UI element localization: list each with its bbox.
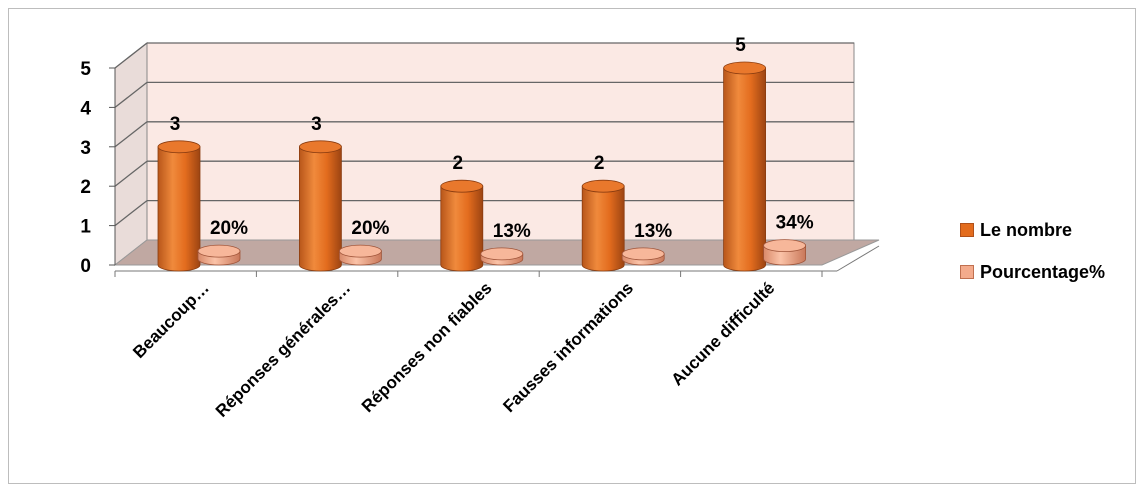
data-label-le-nombre: 3: [311, 114, 322, 135]
y-tick-label: 0: [80, 256, 91, 277]
bar-le-nombre: [440, 185, 484, 272]
bar-top-pourcentage: [480, 247, 524, 261]
bar-top-pourcentage: [197, 244, 241, 258]
data-label-pourcentage: 20%: [210, 218, 248, 239]
x-category-label: Beaucoup…: [129, 278, 213, 362]
x-category-label: Réponses non fiables: [358, 278, 496, 416]
bar-top-le-nombre: [440, 179, 484, 193]
chart-legend: Le nombre Pourcentage%: [960, 218, 1105, 302]
bar-top-le-nombre: [581, 179, 625, 193]
legend-item-le-nombre: Le nombre: [960, 218, 1105, 242]
x-axis-depth: [836, 245, 880, 272]
bar-top-pourcentage: [338, 244, 382, 258]
bar-le-nombre: [581, 185, 625, 272]
bar-top-le-nombre: [157, 140, 201, 154]
data-label-le-nombre: 3: [170, 114, 181, 135]
y-tick-label: 2: [80, 177, 91, 198]
data-label-le-nombre: 2: [594, 153, 605, 174]
legend-label-le-nombre: Le nombre: [980, 219, 1073, 240]
data-label-le-nombre: 5: [735, 35, 746, 56]
legend-swatch-le-nombre: [960, 223, 974, 237]
gridline-side: [114, 200, 148, 227]
bar-top-le-nombre: [298, 140, 342, 154]
bar-top-pourcentage: [763, 239, 806, 253]
bar-top-pourcentage: [621, 247, 665, 261]
side-wall: [114, 41, 148, 267]
bar-le-nombre: [723, 67, 766, 272]
gridline-side: [114, 160, 148, 187]
data-label-pourcentage: 34%: [776, 213, 814, 234]
y-tick-label: 1: [80, 217, 91, 238]
y-tick-label: 4: [80, 98, 91, 119]
y-tick-label: 3: [80, 138, 91, 159]
legend-swatch-pourcentage: [960, 265, 974, 279]
x-category-label: Fausses informations: [499, 278, 637, 416]
gridline-side: [114, 121, 148, 148]
bar-le-nombre: [299, 146, 342, 272]
legend-label-pourcentage: Pourcentage%: [980, 261, 1106, 282]
bar-top-le-nombre: [723, 61, 766, 75]
data-label-pourcentage: 13%: [634, 221, 672, 242]
y-tick-label: 5: [80, 59, 91, 80]
x-category-label: Aucune difficulté: [667, 278, 778, 389]
data-label-pourcentage: 20%: [351, 218, 389, 239]
legend-item-pourcentage: Pourcentage%: [960, 260, 1105, 284]
data-label-le-nombre: 2: [453, 153, 464, 174]
bar-le-nombre: [157, 146, 201, 272]
x-category-label: Réponses générales…: [212, 278, 354, 420]
gridline-side: [114, 42, 148, 69]
data-label-pourcentage: 13%: [493, 221, 531, 242]
gridline-side: [114, 81, 148, 108]
